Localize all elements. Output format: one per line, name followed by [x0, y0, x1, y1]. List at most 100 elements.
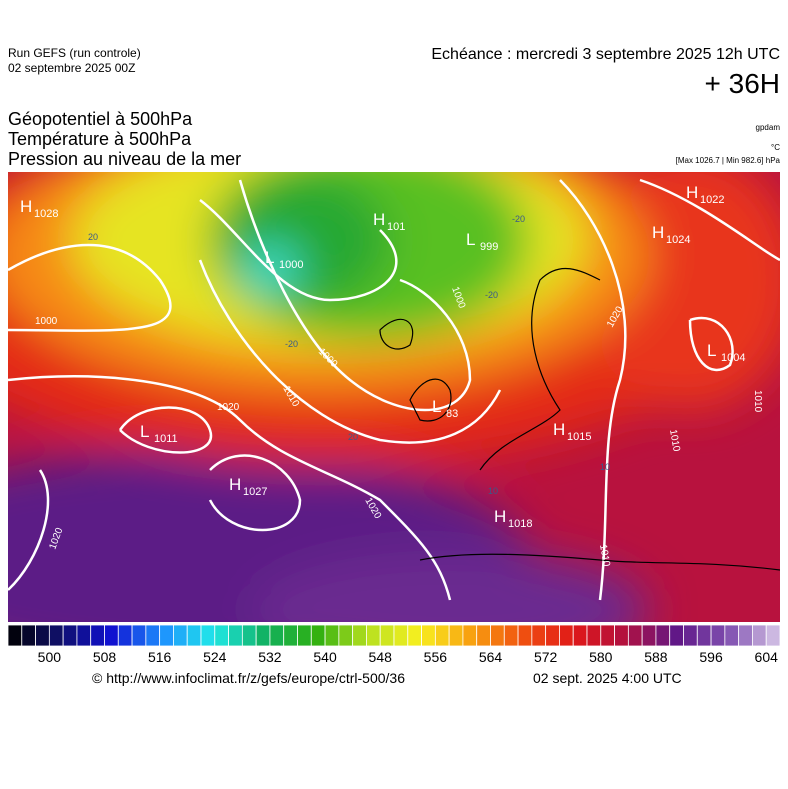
- pressure-letter: H: [686, 183, 698, 202]
- pressure-letter: H: [652, 223, 664, 242]
- color-swatch: [586, 624, 602, 647]
- color-swatch: [683, 624, 698, 647]
- title-2: Température à 500hPa: [8, 129, 192, 149]
- color-swatch: [517, 624, 533, 647]
- field: [8, 172, 780, 622]
- colorbar-tick-label: 540: [313, 649, 337, 665]
- pressure-value: 1027: [243, 486, 267, 498]
- unit-gpdam: gpdam: [755, 123, 780, 132]
- color-swatch: [462, 624, 478, 647]
- footer-issued: 02 sept. 2025 4:00 UTC: [533, 670, 682, 686]
- color-swatch: [696, 624, 712, 647]
- color-swatch: [379, 624, 395, 647]
- isobar-label: 1010: [752, 390, 763, 413]
- temperature-label: -20: [485, 290, 498, 300]
- color-swatch: [297, 624, 312, 647]
- pressure-value: 101: [387, 221, 405, 233]
- colorbar-tick-label: 596: [699, 649, 723, 665]
- pressure-letter: H: [494, 507, 506, 526]
- colorbar-tick-label: 556: [424, 649, 448, 665]
- color-swatch: [752, 624, 767, 647]
- colorbar-tick-label: 516: [148, 649, 172, 665]
- color-swatch: [173, 624, 188, 647]
- footer-url: © http://www.infoclimat.fr/z/gefs/europe…: [92, 670, 406, 686]
- unit-temp: °C: [771, 143, 780, 152]
- temperature-label: 20: [88, 232, 98, 242]
- colorbar-tick-label: 580: [589, 649, 613, 665]
- colorbar-tick-label: 604: [755, 649, 779, 665]
- isobar-label: 1010: [597, 544, 612, 568]
- color-swatch: [545, 624, 560, 647]
- temperature-label: 10: [600, 462, 610, 472]
- pressure-letter: L: [707, 341, 716, 360]
- color-swatch: [434, 624, 450, 647]
- pressure-value: 1018: [508, 518, 532, 530]
- pressure-value: 1000: [279, 259, 303, 271]
- color-swatch: [559, 624, 574, 647]
- color-swatch: [572, 624, 588, 647]
- color-swatch: [35, 624, 50, 647]
- pressure-value: 999: [480, 241, 498, 253]
- color-swatch: [200, 624, 216, 647]
- color-swatch: [393, 624, 409, 647]
- color-swatch: [669, 624, 684, 647]
- colorbar-tick-label: 532: [258, 649, 282, 665]
- pressure-value: 1004: [721, 352, 745, 364]
- colorbar-tick-label: 572: [534, 649, 558, 665]
- pressure-value: 1022: [700, 194, 724, 206]
- color-swatch: [503, 624, 519, 647]
- color-swatch: [21, 624, 36, 647]
- color-swatch: [269, 624, 285, 647]
- color-swatch: [641, 624, 657, 647]
- title-3: Pression au niveau de la mer: [8, 149, 242, 169]
- pressure-letter: H: [373, 210, 385, 229]
- pressure-value: 1024: [666, 234, 690, 246]
- color-swatch: [241, 624, 257, 647]
- color-swatch: [724, 624, 740, 647]
- color-swatch: [765, 624, 781, 647]
- temperature-label: 10: [488, 486, 498, 496]
- temperature-label: -20: [512, 214, 525, 224]
- color-swatch: [531, 624, 547, 647]
- color-swatch: [407, 624, 422, 647]
- pressure-value: 1015: [567, 431, 591, 443]
- colorbar-tick-label: 588: [644, 649, 668, 665]
- colorbar-tick-label: 524: [203, 649, 227, 665]
- color-swatch: [338, 624, 354, 647]
- color-swatch: [627, 624, 643, 647]
- color-swatch: [90, 624, 105, 647]
- color-swatch: [117, 624, 133, 647]
- pressure-value: 1028: [34, 208, 58, 220]
- color-swatch: [600, 624, 615, 647]
- color-swatch: [324, 624, 340, 647]
- color-swatch: [448, 624, 464, 647]
- pressure-letter: L: [466, 230, 475, 249]
- color-swatch: [366, 624, 381, 647]
- color-swatch: [145, 624, 161, 647]
- color-swatch: [421, 624, 436, 647]
- color-swatch: [159, 624, 174, 647]
- color-swatch: [655, 624, 671, 647]
- isobar-label: 1000: [35, 316, 58, 327]
- color-swatch: [48, 624, 64, 647]
- color-swatch: [131, 624, 147, 647]
- colorbar-tick-label: 500: [38, 649, 62, 665]
- color-swatch: [352, 624, 367, 647]
- color-swatch: [186, 624, 202, 647]
- title-1: Géopotentiel à 500hPa: [8, 109, 193, 129]
- pressure-value: 1011: [154, 433, 178, 445]
- color-swatch: [614, 624, 629, 647]
- color-swatch: [7, 624, 23, 647]
- pressure-letter: L: [140, 422, 149, 441]
- color-swatch: [490, 624, 505, 647]
- echeance: Echéance : mercredi 3 septembre 2025 12h…: [431, 46, 780, 63]
- pressure-letter: H: [20, 197, 32, 216]
- color-swatch: [255, 624, 271, 647]
- run-date: 02 septembre 2025 00Z: [8, 61, 136, 75]
- color-swatch: [62, 624, 78, 647]
- isobar-label: 1020: [217, 402, 240, 413]
- pressure-letter: H: [553, 420, 565, 439]
- run-name: Run GEFS (run controle): [8, 46, 141, 60]
